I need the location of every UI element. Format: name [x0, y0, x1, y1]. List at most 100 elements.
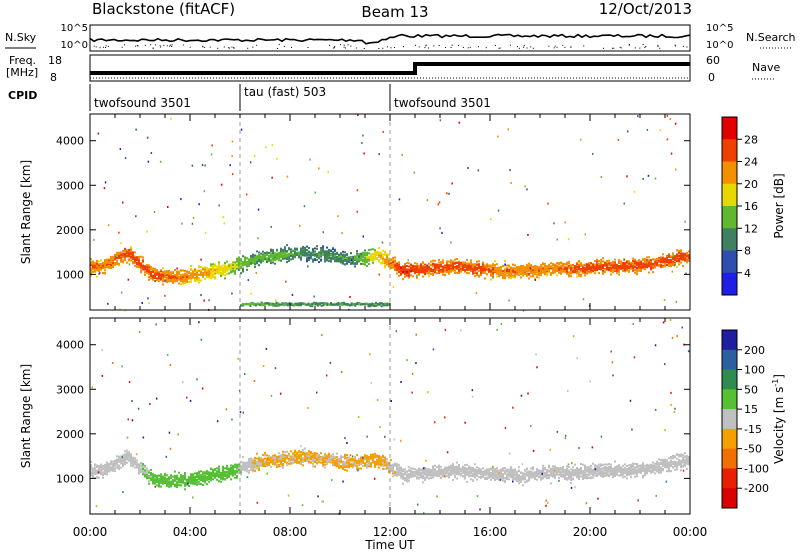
echo-cell [257, 237, 259, 240]
echo-cell [390, 263, 392, 266]
echo-cell [150, 473, 152, 476]
echo-cell [444, 264, 446, 267]
echo-cell [140, 461, 142, 464]
echo-cell [626, 268, 628, 271]
echo-cell [116, 251, 118, 254]
echo-cell [140, 469, 142, 471]
echo-cell [332, 253, 334, 256]
echo-cell [626, 264, 628, 267]
echo-cell [250, 260, 252, 263]
echo-cell [646, 264, 648, 267]
echo-cell [208, 272, 210, 275]
echo-cell [126, 449, 128, 452]
echo-cell [190, 277, 192, 280]
echo-cell [162, 267, 164, 270]
echo-cell [182, 280, 184, 283]
echo-cell [260, 302, 263, 305]
echo-cell [362, 260, 364, 263]
nsearch-point [499, 47, 501, 49]
echo-cell [204, 268, 206, 271]
echo-cell [456, 265, 458, 268]
echo-cell [184, 273, 186, 275]
echo-cell [318, 257, 320, 260]
echo-cell [178, 471, 180, 474]
echo-cell [94, 264, 96, 267]
echo-cell [252, 255, 254, 258]
echo-cell [318, 167, 320, 170]
echo-cell [570, 266, 572, 269]
echo-cell [292, 255, 294, 258]
echo-cell [170, 485, 172, 488]
echo-cell [636, 269, 638, 272]
echo-cell [198, 203, 200, 206]
echo-cell [674, 258, 676, 261]
echo-cell [240, 272, 242, 275]
echo-cell [550, 265, 552, 268]
echo-cell [364, 256, 366, 259]
echo-cell [488, 264, 490, 267]
echo-cell [412, 265, 414, 268]
echo-cell [538, 266, 540, 269]
echo-cell [662, 257, 664, 260]
echo-cell [362, 251, 364, 254]
echo-cell [354, 257, 356, 260]
echo-cell [192, 270, 194, 273]
echo-cell [116, 254, 118, 257]
echo-cell [190, 280, 192, 283]
echo-cell [144, 466, 146, 469]
echo-cell [306, 245, 308, 248]
echo-cell [408, 265, 410, 268]
echo-cell [542, 266, 544, 269]
echo-cell [90, 270, 92, 273]
echo-cell [158, 280, 160, 283]
echo-cell [348, 256, 350, 259]
nsearch-point [686, 46, 688, 48]
echo-cell [572, 271, 574, 274]
echo-cell [298, 252, 300, 255]
nsearch-point [154, 44, 156, 46]
echo-cell [380, 254, 382, 257]
echo-cell [674, 168, 677, 171]
echo-cell [216, 265, 218, 268]
echo-cell [231, 155, 233, 158]
echo-cell [582, 264, 584, 267]
echo-cell [548, 265, 550, 268]
echo-cell [590, 271, 592, 274]
echo-cell [670, 261, 672, 264]
echo-cell [341, 301, 344, 304]
echo-cell [342, 262, 344, 265]
nsearch-point [202, 46, 204, 48]
nsearch-point [339, 44, 341, 46]
nsearch-point [107, 45, 109, 47]
echo-cell [262, 258, 264, 261]
echo-cell [316, 258, 318, 261]
echo-cell [98, 263, 100, 266]
echo-cell [570, 265, 572, 267]
echo-cell [384, 266, 386, 269]
echo-cell [580, 275, 582, 278]
echo-cell [350, 259, 353, 262]
echo-cell [672, 255, 674, 258]
echo-cell [560, 264, 562, 267]
echo-cell [680, 261, 682, 264]
echo-cell [94, 266, 96, 269]
echo-cell [202, 275, 204, 278]
echo-cell [454, 266, 456, 268]
echo-cell [270, 252, 272, 255]
echo-cell [310, 253, 312, 256]
echo-cell [204, 277, 206, 280]
nsearch-point [611, 47, 613, 49]
echo-cell [300, 249, 302, 252]
echo-cell [252, 260, 254, 263]
echo-cell [198, 477, 200, 480]
echo-cell [254, 261, 256, 264]
nsearch-point [603, 47, 604, 49]
echo-cell [104, 181, 107, 184]
echo-cell [236, 263, 238, 266]
echo-cell [208, 271, 210, 274]
nsearch-point [554, 45, 556, 47]
echo-cell [380, 302, 383, 305]
echo-cell [226, 265, 228, 268]
echo-cell [506, 269, 508, 272]
echo-cell [312, 258, 314, 261]
